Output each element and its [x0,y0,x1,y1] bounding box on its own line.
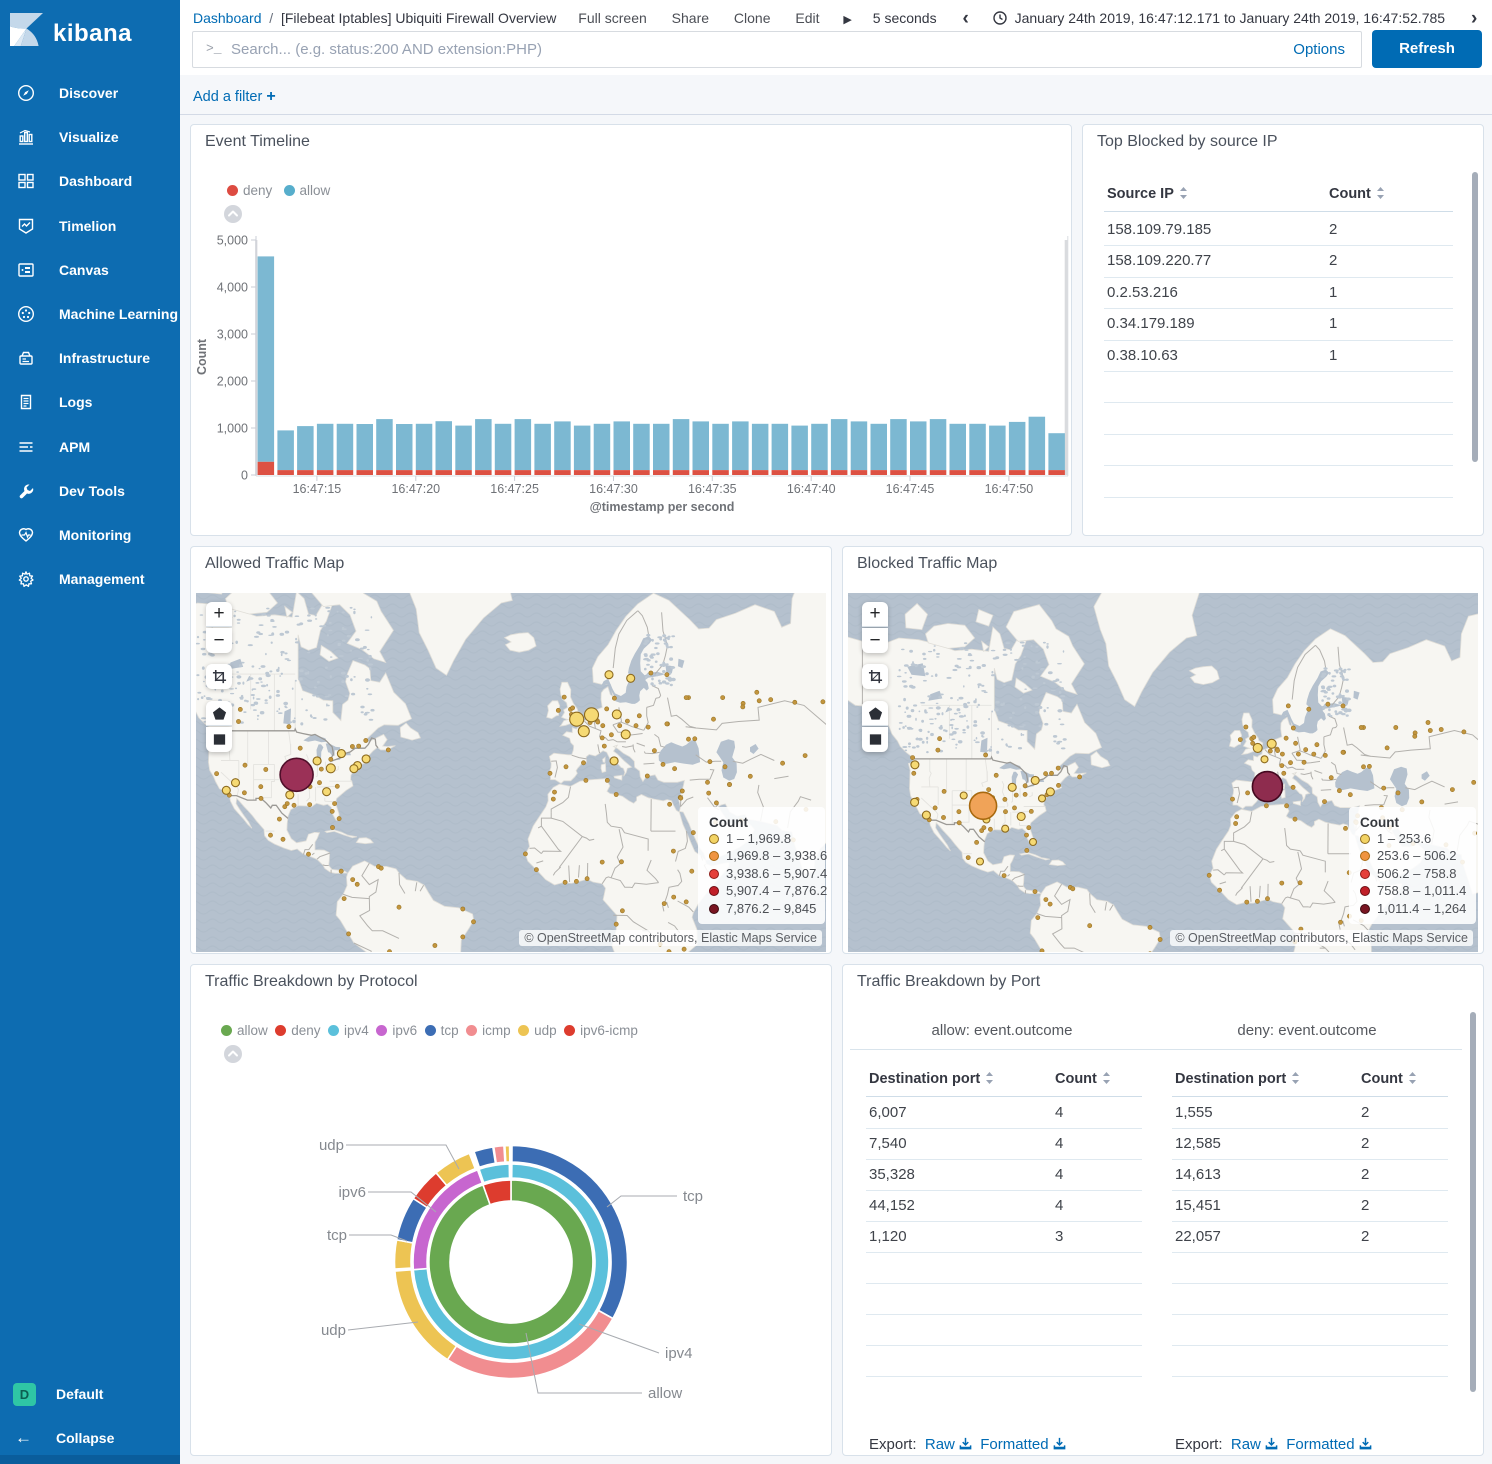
svg-text:allow: allow [648,1385,682,1402]
svg-text:tcp: tcp [683,1188,703,1205]
svg-text:2,000: 2,000 [217,375,248,389]
svg-text:udp: udp [319,1137,344,1154]
svg-text:4,000: 4,000 [217,281,248,295]
svg-text:ipv6: ipv6 [338,1184,366,1201]
svg-text:16:47:50: 16:47:50 [985,482,1034,496]
svg-text:tcp: tcp [327,1227,347,1244]
svg-text:ipv4: ipv4 [665,1345,693,1362]
svg-text:0: 0 [241,469,248,483]
svg-text:16:47:20: 16:47:20 [391,482,440,496]
svg-text:16:47:30: 16:47:30 [589,482,638,496]
svg-text:@timestamp per second: @timestamp per second [590,500,735,514]
svg-text:5,000: 5,000 [217,234,248,248]
svg-text:1,000: 1,000 [217,422,248,436]
svg-text:16:47:40: 16:47:40 [787,482,836,496]
svg-text:16:47:25: 16:47:25 [490,482,539,496]
svg-text:3,000: 3,000 [217,328,248,342]
svg-text:16:47:35: 16:47:35 [688,482,737,496]
svg-text:16:47:15: 16:47:15 [293,482,342,496]
svg-text:16:47:45: 16:47:45 [886,482,935,496]
svg-text:Count: Count [195,338,209,375]
svg-text:udp: udp [321,1322,346,1339]
